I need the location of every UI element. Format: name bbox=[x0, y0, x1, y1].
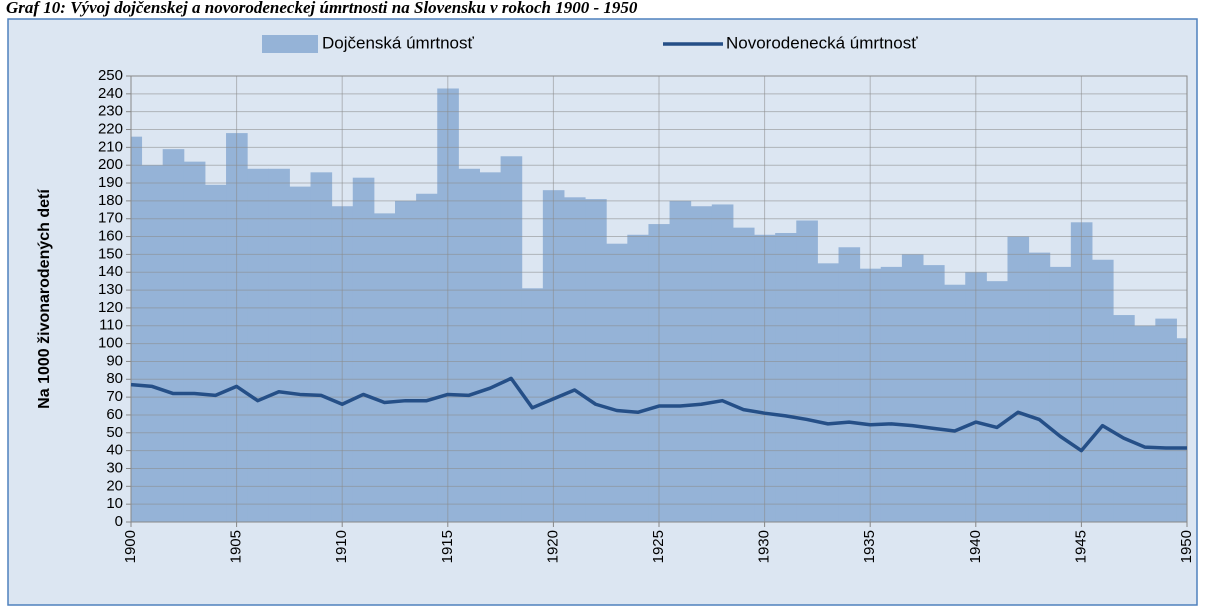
bar bbox=[923, 265, 945, 522]
bar bbox=[1028, 252, 1051, 522]
y-tick-label: 60 bbox=[106, 406, 123, 423]
y-tick-label: 50 bbox=[106, 424, 123, 441]
chart-title: Graf 10: Vývoj dojčenskej a novorodeneck… bbox=[6, 0, 638, 17]
bar bbox=[775, 232, 797, 522]
y-tick-label: 100 bbox=[98, 335, 123, 352]
x-tick-label: 1920 bbox=[544, 530, 561, 563]
y-tick-label: 90 bbox=[106, 352, 123, 369]
y-tick-label: 250 bbox=[98, 67, 123, 84]
y-tick-label: 160 bbox=[98, 228, 123, 245]
bar bbox=[352, 177, 375, 522]
y-tick-label: 110 bbox=[99, 317, 123, 334]
y-tick-label: 0 bbox=[115, 513, 123, 530]
bar bbox=[500, 156, 523, 522]
bar bbox=[204, 184, 227, 522]
bar bbox=[563, 197, 586, 522]
bar bbox=[162, 149, 185, 522]
bar bbox=[521, 288, 544, 522]
bar bbox=[131, 136, 143, 522]
y-tick-label: 210 bbox=[98, 138, 123, 155]
bar bbox=[732, 227, 755, 522]
y-axis-label: Na 1000 živonarodených detí bbox=[36, 189, 53, 409]
y-tick-label: 200 bbox=[98, 156, 123, 173]
y-tick-label: 40 bbox=[106, 442, 123, 459]
x-tick-label: 1915 bbox=[439, 530, 456, 563]
bar bbox=[585, 199, 607, 522]
x-tick-label: 1910 bbox=[333, 530, 350, 563]
bar bbox=[880, 266, 903, 522]
bar bbox=[1134, 325, 1156, 522]
bar bbox=[247, 168, 269, 522]
y-tick-label: 130 bbox=[98, 281, 123, 298]
bar bbox=[289, 186, 312, 522]
y-tick-label: 80 bbox=[106, 370, 123, 387]
legend-label: Novorodenecká úmrtnosť bbox=[726, 33, 918, 52]
bar bbox=[986, 281, 1008, 522]
legend-swatch bbox=[262, 35, 318, 53]
bar bbox=[183, 161, 206, 522]
y-tick-label: 180 bbox=[98, 192, 123, 209]
bar bbox=[606, 243, 628, 522]
x-tick-label: 1925 bbox=[650, 530, 667, 563]
y-tick-label: 220 bbox=[98, 120, 123, 137]
y-tick-label: 10 bbox=[106, 495, 123, 512]
bar bbox=[796, 220, 818, 522]
x-tick-label: 1900 bbox=[122, 530, 139, 563]
x-tick-label: 1940 bbox=[967, 530, 984, 563]
x-tick-label: 1945 bbox=[1072, 530, 1089, 563]
x-tick-label: 1930 bbox=[756, 530, 773, 563]
bar bbox=[1049, 266, 1072, 522]
y-tick-label: 190 bbox=[98, 174, 123, 191]
y-tick-label: 230 bbox=[98, 103, 123, 120]
bar bbox=[817, 263, 840, 522]
line bbox=[130, 376, 1187, 453]
bar bbox=[1091, 259, 1114, 522]
y-tick-label: 30 bbox=[106, 459, 123, 476]
bar bbox=[1113, 315, 1135, 522]
bar bbox=[373, 213, 396, 522]
x-tick-label: 1935 bbox=[861, 530, 878, 563]
bar bbox=[1176, 338, 1187, 522]
bar bbox=[838, 247, 861, 522]
bar bbox=[416, 193, 438, 522]
bar bbox=[627, 234, 649, 522]
y-tick-label: 120 bbox=[98, 299, 123, 316]
y-tick-label: 20 bbox=[106, 477, 123, 494]
bar bbox=[458, 168, 480, 522]
y-tick-label: 240 bbox=[98, 85, 123, 102]
bar bbox=[479, 172, 502, 522]
bar bbox=[690, 206, 713, 522]
bar bbox=[711, 204, 734, 522]
x-tick-label: 1950 bbox=[1178, 530, 1195, 563]
bar bbox=[1155, 318, 1177, 522]
x-tick-label: 1905 bbox=[228, 530, 245, 563]
y-tick-label: 170 bbox=[98, 210, 123, 227]
bar bbox=[901, 254, 924, 522]
y-tick-label: 140 bbox=[98, 263, 123, 280]
bar bbox=[310, 172, 333, 522]
y-tick-label: 70 bbox=[106, 388, 123, 405]
y-tick-label: 150 bbox=[98, 245, 123, 262]
bar bbox=[268, 168, 290, 522]
legend-label: Dojčenská úmrtnosť bbox=[322, 33, 475, 52]
